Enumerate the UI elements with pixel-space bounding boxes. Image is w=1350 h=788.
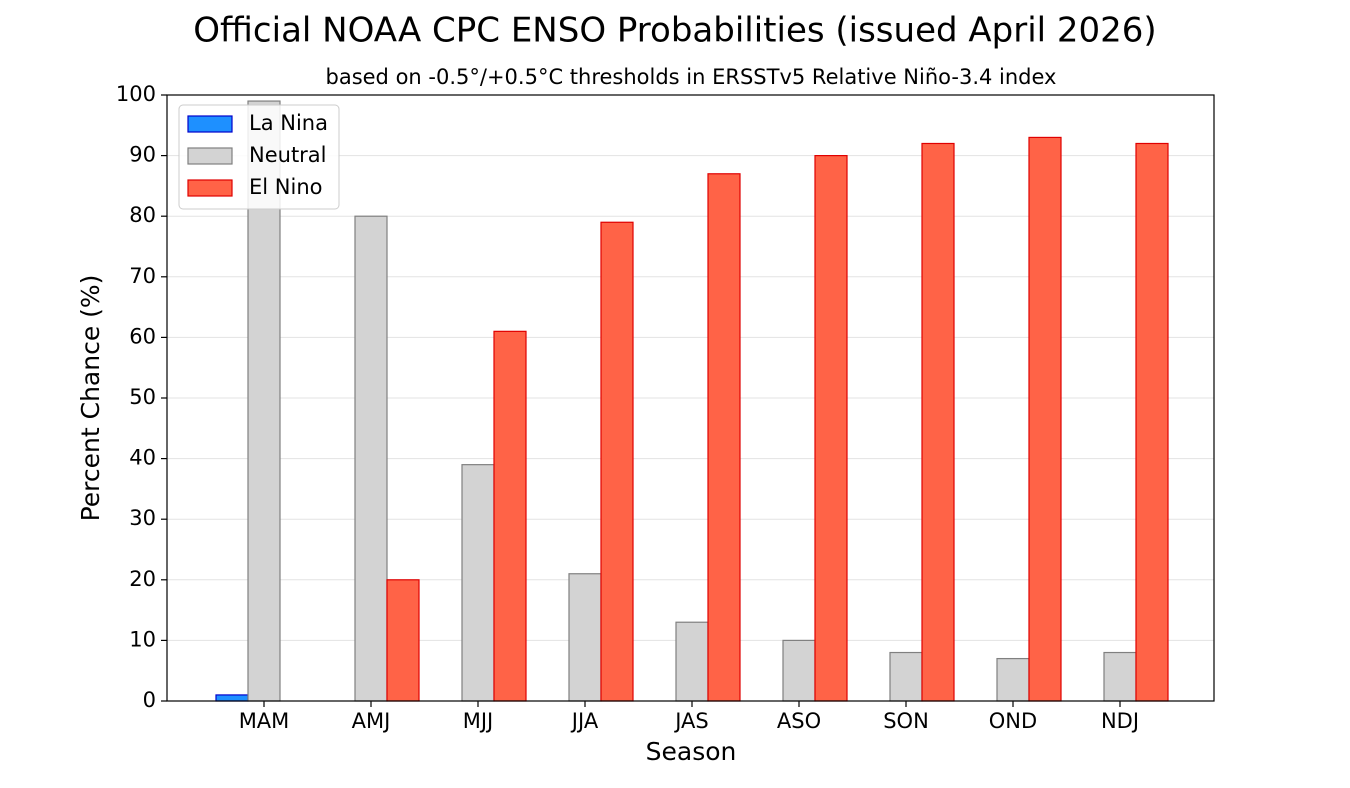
chart-subtitle: based on -0.5°/+0.5°C thresholds in ERSS… [326,65,1057,89]
bar [1028,136,1062,702]
x-tick-label: SON [883,709,929,733]
y-tick-label: 60 [129,324,156,348]
x-tick-label: JAS [673,709,709,733]
legend-label: El Nino [249,175,322,199]
bar [996,657,1030,702]
legend-label: La Nina [249,111,328,135]
x-tick-label: MJJ [463,709,494,733]
bar [568,573,602,702]
bar [493,330,527,702]
legend-swatch [187,179,233,197]
legend-swatch [187,115,233,133]
y-tick-label: 80 [129,203,156,227]
legend-swatch [187,147,233,165]
y-tick-label: 20 [129,567,156,591]
bar [1103,651,1137,702]
legend-label: Neutral [249,143,327,167]
bar [782,639,816,702]
bar [814,155,848,702]
y-tick-label: 10 [129,627,156,651]
y-tick-label: 70 [129,264,156,288]
y-tick-label: 40 [129,446,156,470]
bar [600,221,634,702]
y-tick-label: 30 [129,506,156,530]
bar [386,579,420,702]
chart-title: Official NOAA CPC ENSO Probabilities (is… [193,11,1156,51]
y-tick-label: 0 [143,688,156,712]
y-tick-label: 50 [129,385,156,409]
y-tick-label: 90 [129,143,156,167]
bar [354,215,388,702]
x-tick-label: AMJ [352,709,391,733]
bar [675,621,709,702]
bar [215,694,249,702]
bar [889,651,923,702]
y-axis-label: Percent Chance (%) [76,275,105,522]
x-tick-label: NDJ [1101,709,1139,733]
bar [1135,142,1169,702]
x-tick-label: MAM [239,709,290,733]
x-tick-label: OND [989,709,1037,733]
bar [921,142,955,702]
x-tick-label: JJA [570,709,599,733]
plot-frame [166,94,1215,702]
y-tick-label: 100 [116,82,156,106]
bar [461,464,495,702]
bar [707,173,741,702]
x-axis-label: Season [646,737,737,766]
x-tick-label: ASO [777,709,821,733]
